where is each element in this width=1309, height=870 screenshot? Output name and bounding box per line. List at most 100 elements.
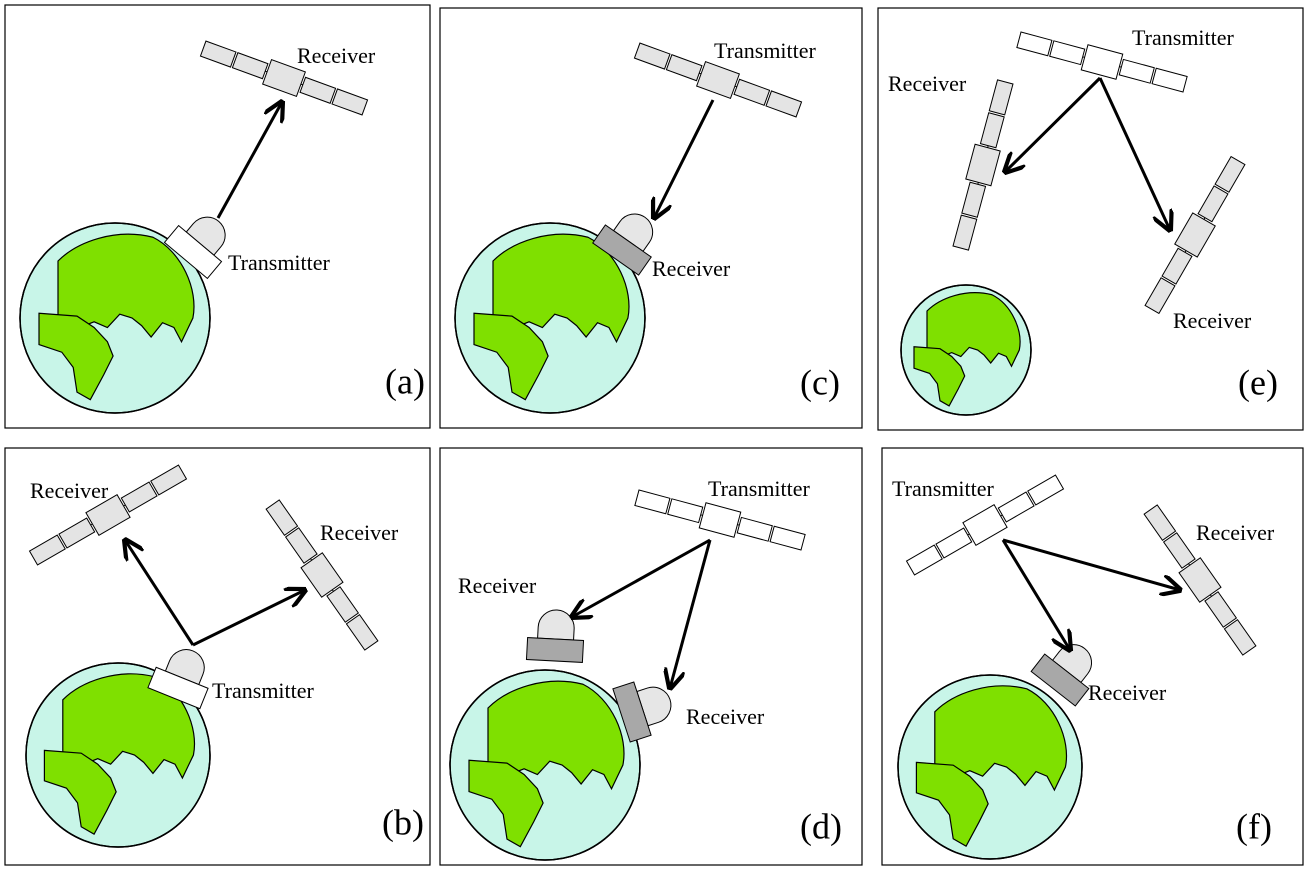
ground-station [592, 213, 654, 276]
earth [449, 669, 641, 861]
solar-panel [1027, 474, 1065, 506]
continent [38, 312, 114, 401]
solar-panel [58, 517, 96, 549]
panel-frame [439, 7, 863, 429]
earth-outline [19, 222, 211, 414]
signal-arrow [670, 539, 712, 688]
node-label: Transmitter [714, 38, 817, 63]
continent [926, 292, 1021, 368]
earth-outline [900, 284, 1032, 416]
panel-frame [439, 447, 863, 866]
continent [473, 312, 549, 401]
satellite [905, 474, 1065, 576]
solar-panel [1223, 618, 1257, 656]
continent [913, 346, 966, 407]
station-base [1030, 653, 1090, 707]
continents [38, 233, 195, 401]
panel-strut [123, 504, 126, 507]
node-label: Transmitter [228, 250, 331, 275]
solar-panel [961, 181, 987, 218]
solar-panel [199, 40, 237, 68]
dome [164, 649, 205, 686]
panel-strut [967, 533, 970, 536]
satellite [633, 42, 803, 118]
earth-outline [449, 669, 641, 861]
station-base [147, 666, 209, 710]
earth-outline [897, 674, 1083, 860]
panel-tag: (b) [382, 802, 424, 842]
node-label: Transmitter [1132, 25, 1235, 50]
solar-panel [299, 76, 337, 104]
solar-panel [634, 489, 671, 515]
solar-panel [265, 499, 299, 537]
signal-arrow [1098, 77, 1170, 230]
node-label: Receiver [320, 520, 399, 545]
satellite [1016, 31, 1188, 93]
solar-panel [150, 464, 188, 496]
earth [25, 662, 211, 848]
satellite-body [695, 60, 741, 100]
earth-outline [25, 662, 211, 848]
signal-arrow [125, 540, 195, 646]
panel-strut [699, 72, 702, 75]
node-label: Receiver [30, 478, 109, 503]
satellite-body [962, 504, 1008, 546]
station-base [163, 224, 223, 280]
panel-tag: (e) [1238, 362, 1278, 402]
panel-strut [737, 524, 740, 526]
solar-panel [1143, 504, 1177, 542]
node-label: Receiver [686, 704, 765, 729]
dome [185, 216, 226, 256]
panel-strut [310, 558, 313, 561]
panel-strut [300, 83, 303, 86]
panel-tag: (d) [800, 806, 842, 846]
continent [43, 749, 117, 835]
continent [468, 759, 544, 848]
solar-panel [1016, 31, 1053, 57]
station-base [525, 637, 585, 663]
node-label: Receiver [458, 573, 537, 598]
continents [43, 673, 196, 835]
earth [19, 222, 211, 414]
panel-strut [90, 523, 93, 526]
solar-panel [1204, 591, 1238, 628]
solar-panel [905, 544, 943, 576]
panel-strut [1203, 217, 1206, 220]
satellite-body [698, 502, 742, 538]
panel-tag: (a) [385, 361, 425, 401]
signal-arrow [572, 538, 711, 617]
solar-panel [952, 214, 978, 251]
solar-panel [1144, 277, 1176, 315]
panel-strut [977, 182, 979, 185]
station-base [592, 224, 652, 276]
signal-arrow [654, 99, 715, 218]
panel-strut [331, 589, 334, 592]
ground-station [612, 681, 672, 743]
solar-panel [1161, 247, 1193, 285]
satellite [952, 79, 1014, 251]
node-label: Transmitter [708, 476, 811, 501]
panel-strut [1082, 56, 1085, 58]
solar-panel [665, 54, 703, 82]
solar-panel [1214, 155, 1246, 193]
node-label: Receiver [1173, 308, 1252, 333]
solar-panel [345, 613, 379, 651]
satellite [265, 499, 379, 651]
panel-tag: (c) [800, 362, 840, 402]
panel-strut [1000, 514, 1003, 517]
solar-panel [1118, 58, 1155, 84]
panel-strut [1209, 594, 1212, 597]
solar-panel [331, 88, 369, 116]
solar-panel [988, 79, 1014, 116]
node-label: Receiver [652, 256, 731, 281]
satellite-body [261, 58, 307, 98]
solar-panel [1197, 185, 1229, 223]
signal-arrow [1001, 539, 1070, 650]
solar-panel [733, 78, 771, 106]
solar-panel [997, 491, 1035, 523]
satellite-body [1080, 44, 1124, 80]
solar-panel [1151, 67, 1188, 93]
dome [537, 609, 575, 641]
ground-station [525, 609, 585, 663]
